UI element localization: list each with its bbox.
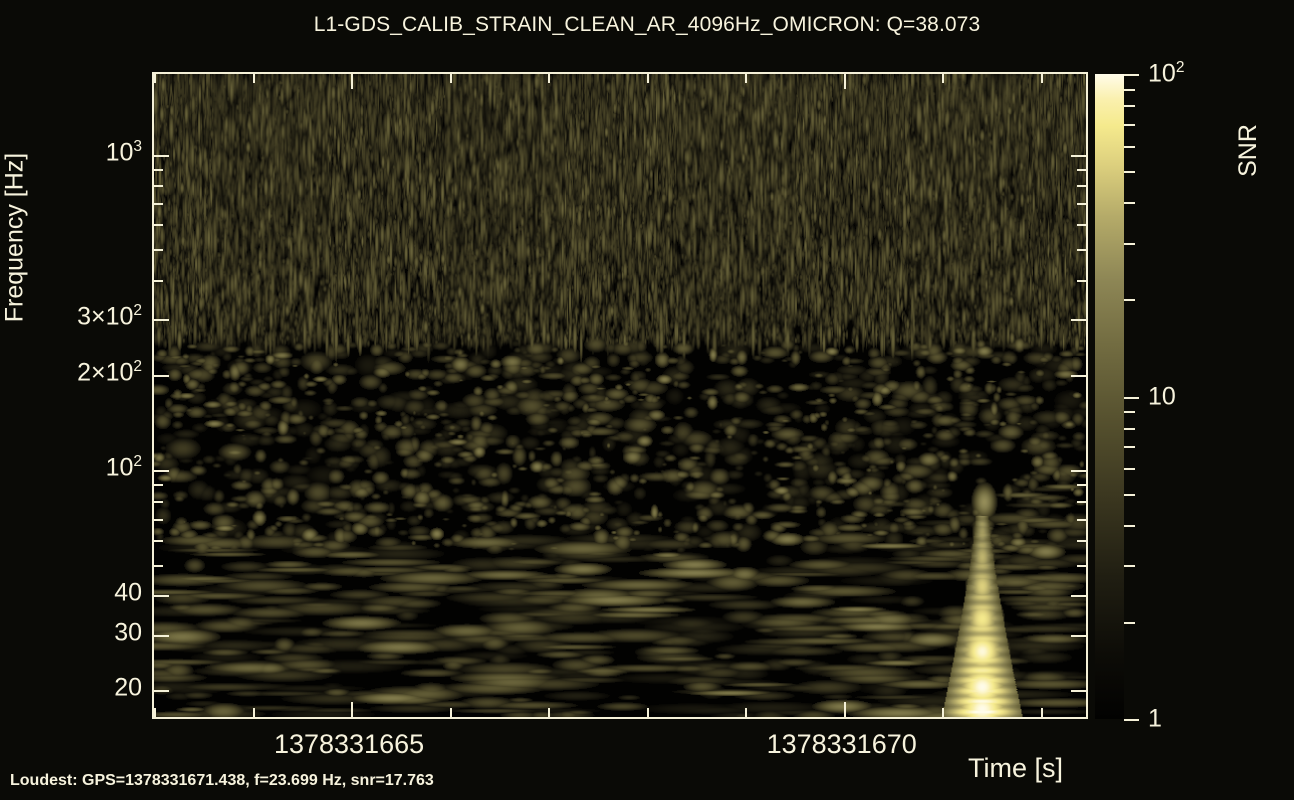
x-tick <box>646 708 649 717</box>
colorbar-tick <box>1124 74 1139 76</box>
y-tick-right <box>1071 634 1086 637</box>
y-tick-right <box>1077 203 1086 206</box>
y-tick <box>154 168 163 171</box>
y-tick-label: 40 <box>114 578 142 607</box>
x-tick-top <box>843 74 846 89</box>
colorbar-tick <box>1124 88 1135 91</box>
colorbar-tick <box>1124 396 1139 399</box>
y-tick-right <box>1077 185 1086 188</box>
colorbar-tick <box>1124 468 1135 471</box>
y-tick <box>154 500 163 503</box>
x-tick <box>154 708 156 717</box>
y-tick-right <box>1077 539 1086 542</box>
colorbar-tick <box>1124 446 1135 449</box>
colorbar-tick <box>1124 123 1135 126</box>
y-tick-label: 30 <box>114 618 142 647</box>
colorbar-tick <box>1124 299 1135 302</box>
x-tick-top <box>252 74 255 83</box>
y-axis-label: Frequency [Hz] <box>0 152 29 322</box>
y-tick-right <box>1077 500 1086 503</box>
y-tick <box>154 374 169 377</box>
y-tick <box>154 154 169 157</box>
y-tick-right <box>1071 154 1086 157</box>
y-tick-label: 103 <box>105 137 142 167</box>
y-tick <box>154 634 169 637</box>
spectrogram-raster <box>154 74 1086 717</box>
colorbar-tick-label: 10 <box>1148 382 1176 410</box>
colorbar-tick <box>1124 202 1135 205</box>
y-tick <box>154 280 163 283</box>
colorbar-tick <box>1124 411 1135 414</box>
y-tick-label: 102 <box>105 453 142 482</box>
colorbar-tick <box>1124 145 1135 148</box>
colorbar-tick <box>1124 565 1135 568</box>
y-tick-right <box>1077 280 1086 283</box>
x-tick <box>252 708 255 717</box>
colorbar-tick-label: 1 <box>1148 704 1162 733</box>
y-tick-right <box>1077 224 1086 227</box>
x-tick-top <box>942 74 945 83</box>
x-tick <box>449 708 452 717</box>
colorbar-gradient <box>1095 74 1124 719</box>
y-tick <box>154 595 169 598</box>
x-tick-top <box>154 74 156 83</box>
x-axis-label: Time [s] <box>968 753 1064 783</box>
spectrogram-plot-area[interactable] <box>152 72 1088 719</box>
loudest-event-status: Loudest: GPS=1378331671.438, f=23.699 Hz… <box>10 772 434 789</box>
x-tick-top <box>646 74 649 83</box>
y-tick-right <box>1071 319 1086 322</box>
x-tick <box>745 708 748 717</box>
colorbar-tick <box>1124 524 1135 527</box>
x-tick-top <box>745 74 748 83</box>
colorbar-tick <box>1124 427 1135 430</box>
colorbar-axis-label: SNR <box>1233 123 1262 177</box>
y-tick <box>154 484 163 487</box>
y-tick <box>154 469 169 472</box>
y-tick <box>154 518 163 521</box>
y-tick-label: 20 <box>114 673 142 702</box>
colorbar-tick <box>1124 242 1135 245</box>
x-tick-top <box>548 74 551 83</box>
y-tick-right <box>1077 518 1086 521</box>
page-title: L1-GDS_CALIB_STRAIN_CLEAN_AR_4096Hz_OMIC… <box>313 13 981 36</box>
colorbar-tick-label: 102 <box>1148 59 1185 88</box>
x-tick-label: 1378331665 <box>273 729 425 759</box>
y-tick <box>154 319 169 322</box>
y-tick <box>154 185 163 188</box>
x-tick-top <box>351 74 354 89</box>
x-tick <box>942 708 945 717</box>
x-tick <box>1040 708 1043 717</box>
y-tick <box>154 690 169 693</box>
y-tick-right <box>1077 168 1086 171</box>
y-tick-right <box>1077 564 1086 567</box>
x-tick <box>843 702 846 717</box>
colorbar-tick <box>1124 719 1139 721</box>
y-tick-label: 3×102 <box>77 302 142 331</box>
colorbar-tick <box>1124 621 1135 624</box>
y-tick <box>154 224 163 227</box>
y-tick-right <box>1071 374 1086 377</box>
y-tick-label: 2×102 <box>77 358 142 387</box>
y-tick <box>154 539 163 542</box>
colorbar[interactable] <box>1095 74 1139 721</box>
colorbar-tick <box>1124 105 1135 108</box>
x-tick-top <box>449 74 452 83</box>
y-tick-right <box>1077 484 1086 487</box>
y-tick-right <box>1077 249 1086 252</box>
colorbar-tick <box>1124 493 1135 496</box>
x-tick-top <box>1040 74 1043 83</box>
y-tick <box>154 203 163 206</box>
y-tick-right <box>1071 469 1086 472</box>
x-tick-label: 1378331670 <box>766 729 917 759</box>
colorbar-tick <box>1124 171 1135 174</box>
y-tick <box>154 249 163 252</box>
x-tick <box>351 702 354 717</box>
x-tick <box>548 708 551 717</box>
y-tick <box>154 564 163 567</box>
y-tick-right <box>1071 690 1086 693</box>
spectrogram-image <box>154 74 1086 717</box>
y-tick-right <box>1071 595 1086 598</box>
